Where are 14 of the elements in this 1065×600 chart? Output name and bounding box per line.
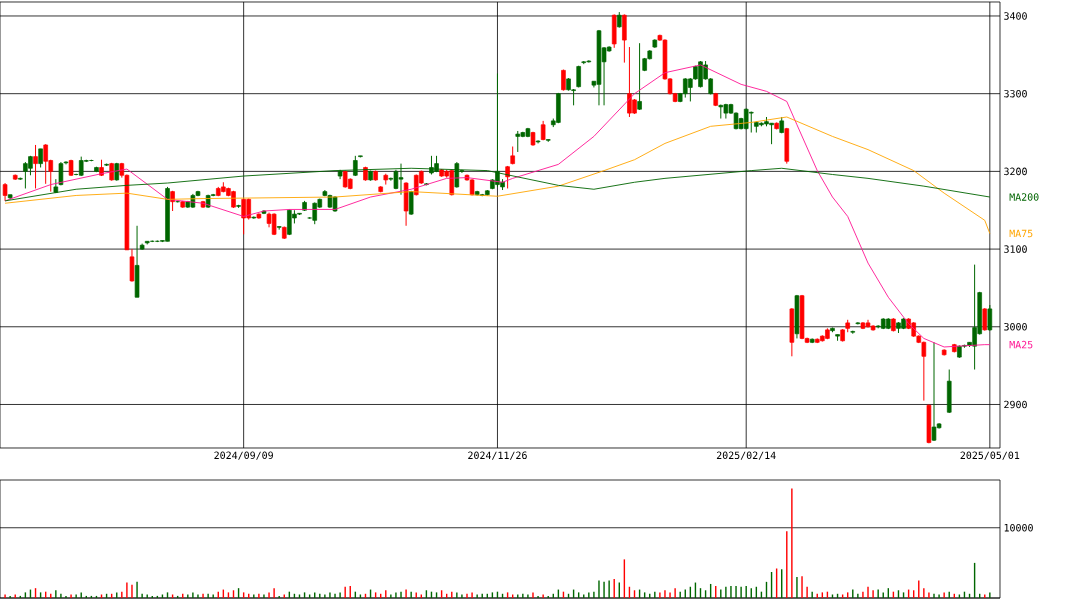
series-label: MA200 bbox=[1009, 193, 1039, 201]
y-tick-label: 3100 bbox=[1004, 245, 1027, 253]
y-tick-label: 3200 bbox=[1004, 167, 1027, 176]
x-tick-label: 2024/11/26 bbox=[468, 451, 527, 460]
x-tick-label: 2025/02/14 bbox=[716, 451, 776, 460]
y-tick-label: 3000 bbox=[1004, 323, 1027, 331]
y-tick-label: 3300 bbox=[1004, 89, 1027, 98]
y-tick-label: 10000 bbox=[1004, 523, 1033, 532]
x-tick-label: 2025/05/01 bbox=[960, 451, 1020, 460]
series-label: MA75 bbox=[1009, 229, 1033, 238]
y-tick-label: 3400 bbox=[1004, 12, 1027, 20]
y-tick-label: 2900 bbox=[1004, 400, 1027, 409]
series-label: MA25 bbox=[1009, 340, 1033, 349]
x-tick-label: 2024/09/09 bbox=[214, 451, 273, 460]
